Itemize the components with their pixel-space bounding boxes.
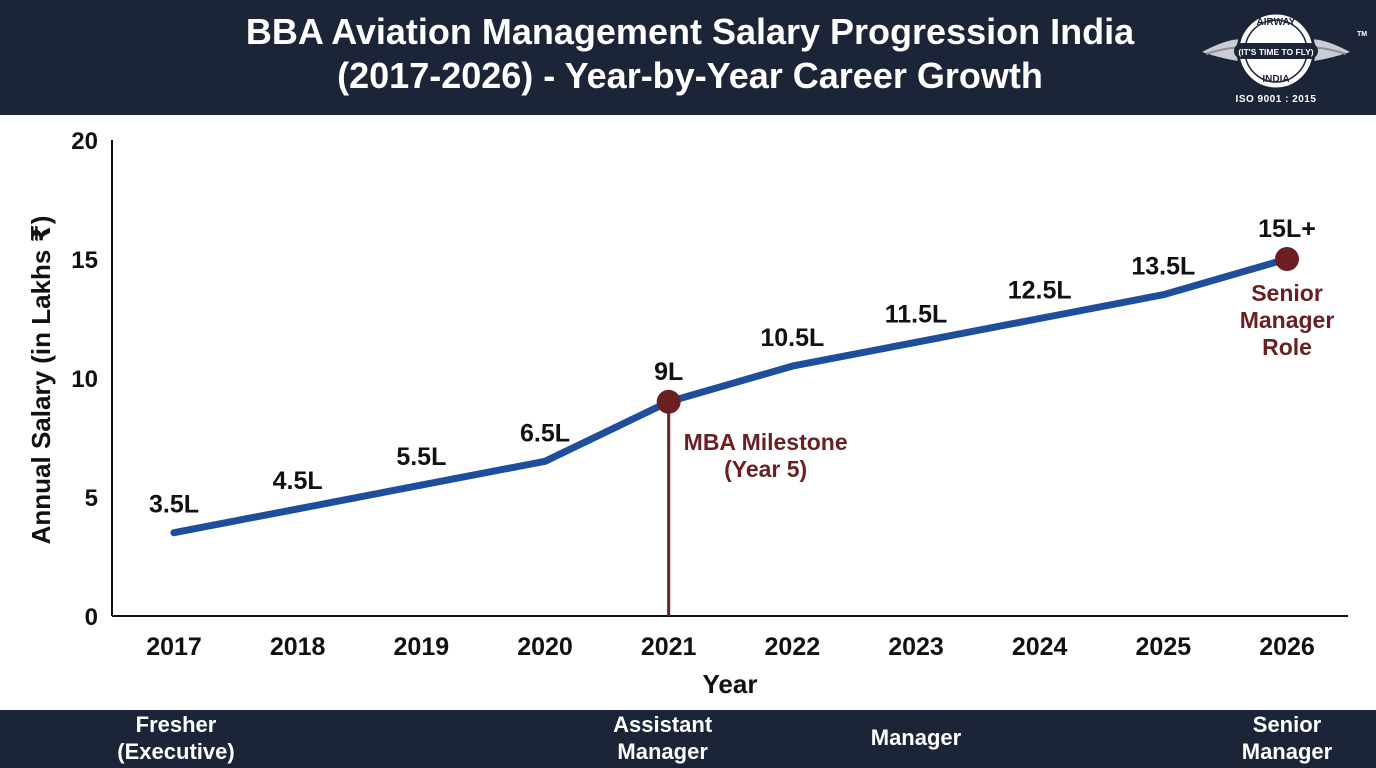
career-role-line: Assistant	[613, 712, 713, 737]
career-role-line: Senior	[1252, 712, 1322, 737]
title-line-1: BBA Aviation Management Salary Progressi…	[245, 11, 1135, 52]
data-label: 11.5L	[885, 300, 948, 328]
x-tick-label: 2019	[394, 633, 450, 661]
data-label: 5.5L	[396, 443, 446, 471]
career-role-line: Manager	[617, 739, 708, 764]
logo-bottom-text: INDIA	[1262, 74, 1289, 85]
senior-manager-annotation: Role	[1262, 334, 1312, 360]
x-tick-label: 2017	[146, 633, 202, 661]
x-tick-label: 2023	[888, 633, 944, 661]
data-label: 3.5L	[149, 491, 199, 519]
header-banner: BBA Aviation Management Salary Progressi…	[0, 0, 1376, 115]
data-point	[294, 505, 302, 513]
x-tick-label: 2021	[641, 633, 697, 661]
highlight-marker	[1275, 247, 1299, 271]
x-tick-label: 2018	[270, 633, 326, 661]
career-role-label: Fresher (Executive)	[96, 711, 256, 765]
data-point	[170, 529, 178, 537]
logo-tm-mark: TM	[1357, 31, 1367, 38]
y-tick-label: 0	[85, 604, 98, 631]
airway-india-logo: AIRWAY (IT'S TIME TO FLY) INDIA TM ISO 9…	[1196, 6, 1372, 110]
data-point	[788, 362, 796, 370]
logo-right-wing	[1306, 39, 1350, 62]
senior-manager-annotation: Senior	[1251, 280, 1323, 306]
mba-milestone-annotation: (Year 5)	[724, 456, 807, 482]
logo-left-wing	[1202, 39, 1246, 62]
chart-title: BBA Aviation Management Salary Progressi…	[150, 10, 1230, 98]
logo-top-text: AIRWAY	[1257, 17, 1296, 28]
data-point	[1036, 315, 1044, 322]
logo-ribbon	[1234, 43, 1318, 59]
series-layer	[170, 247, 1299, 537]
data-label: 12.5L	[1008, 277, 1072, 305]
data-point	[912, 338, 920, 346]
y-tick-label: 20	[71, 128, 98, 155]
y-axis-title: Annual Salary (in Lakhs ₹)	[26, 216, 56, 545]
career-role-label: Senior Manager	[1207, 711, 1367, 765]
title-line-2: (2017-2026) - Year-by-Year Career Growth	[337, 55, 1043, 96]
career-role-line: Manager	[870, 725, 962, 750]
career-roles-bar: Fresher (Executive) Assistant Manager Manage…	[0, 710, 1376, 768]
x-tick-label: 2022	[765, 633, 821, 661]
x-tick-label: 2026	[1259, 633, 1315, 661]
data-label: 15L+	[1258, 215, 1316, 243]
data-label: 4.5L	[273, 467, 323, 495]
data-labels-layer: 3.5L 4.5L 5.5L 6.5L 9L 10.5L 11.5L 12.5L 13.5L 15…	[149, 215, 1334, 519]
x-tick-label: 2020	[517, 633, 573, 661]
salary-series-line	[170, 255, 1291, 537]
career-role-label: Manager	[836, 724, 996, 751]
iso-certification: ISO 9001 : 2015	[1235, 94, 1317, 105]
y-tick-label: 5	[85, 485, 98, 512]
data-label: 6.5L	[520, 419, 570, 447]
x-axis-title: Year	[703, 669, 758, 699]
salary-line-chart: 0 5 10 15 20 2017 2018 2019 2020 2021 2022 2023 2024…	[26, 128, 1348, 699]
y-tick-label: 15	[71, 247, 98, 274]
career-role-label: Assistant Manager	[583, 711, 743, 765]
x-tick-label: 2025	[1136, 633, 1192, 661]
logo-emblem: AIRWAY (IT'S TIME TO FLY) INDIA TM	[1202, 11, 1367, 91]
career-role-line: Fresher	[135, 712, 217, 737]
data-label: 9L	[654, 358, 683, 386]
data-point	[1159, 291, 1167, 299]
data-point	[541, 457, 549, 465]
mba-milestone-annotation: MBA Milestone	[684, 429, 848, 455]
logo-tagline: (IT'S TIME TO FLY)	[1238, 47, 1313, 57]
chart-axes: 0 5 10 15 20 2017 2018 2019 2020 2021 2022 2023 2024…	[26, 128, 1348, 699]
data-label: 13.5L	[1131, 253, 1195, 281]
highlight-marker	[656, 389, 681, 414]
x-tick-label: 2024	[1012, 633, 1068, 661]
data-point	[417, 481, 425, 489]
data-label: 10.5L	[760, 324, 824, 352]
y-tick-label: 10	[71, 366, 98, 393]
career-role-line: (Executive)	[117, 739, 235, 764]
career-role-line: Manager	[1241, 739, 1333, 764]
senior-manager-annotation: Manager	[1240, 307, 1335, 333]
